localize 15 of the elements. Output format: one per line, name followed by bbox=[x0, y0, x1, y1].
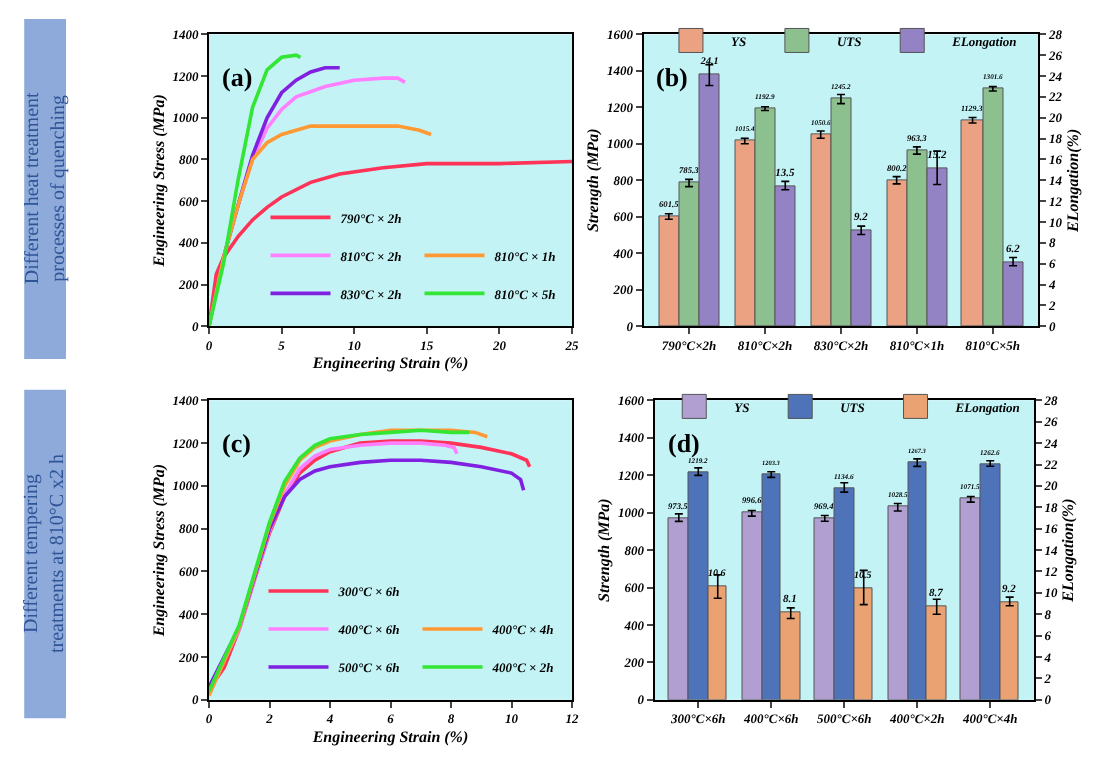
text: Different heat treatment processes of quenching bbox=[22, 91, 71, 285]
y-axis-title: Engineering Stress (MPa) bbox=[149, 93, 168, 269]
y-axis-title: Strength (MPa) bbox=[595, 497, 614, 602]
y-axis-title: Strength (MPa) bbox=[584, 127, 603, 233]
y-axis-title: Engineering Stress (MPa) bbox=[149, 463, 168, 639]
annotation: (d) bbox=[668, 428, 700, 458]
y2-axis-title: ELongation(%) bbox=[1059, 497, 1078, 604]
annotation: (a) bbox=[222, 62, 253, 92]
annotation: (b) bbox=[656, 62, 688, 92]
annotation: (c) bbox=[222, 428, 251, 458]
x-axis-title: Engineering Strain (%) bbox=[310, 727, 469, 746]
x-axis-title: Engineering Strain (%) bbox=[310, 354, 469, 373]
text: Different tempering treatments at 810°C x2 h bbox=[21, 453, 70, 653]
line-series bbox=[209, 53, 303, 327]
y2-axis-title: ELongation(%) bbox=[1063, 128, 1082, 234]
